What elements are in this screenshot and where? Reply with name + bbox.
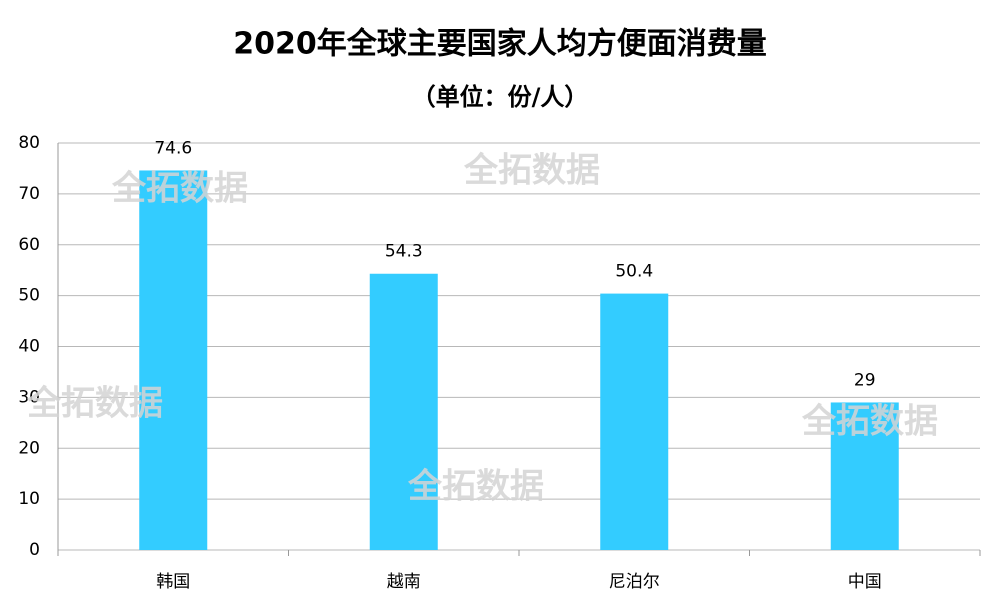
watermark: 全拓数据 bbox=[801, 402, 938, 442]
watermark: 全拓数据 bbox=[407, 467, 544, 507]
watermark: 全拓数据 bbox=[463, 151, 600, 191]
data-label: 54.3 bbox=[385, 242, 423, 262]
chart-title: 2020年全球主要国家人均方便面消费量 bbox=[233, 27, 767, 62]
y-tick-label: 0 bbox=[29, 540, 40, 560]
x-tick-label: 尼泊尔 bbox=[609, 572, 660, 592]
y-tick-label: 40 bbox=[18, 337, 40, 357]
data-label: 50.4 bbox=[615, 262, 653, 282]
y-tick-label: 20 bbox=[18, 438, 40, 458]
x-tick-label: 韩国 bbox=[156, 572, 190, 592]
watermark: 全拓数据 bbox=[26, 384, 163, 424]
x-tick-label: 越南 bbox=[387, 572, 421, 592]
bar bbox=[600, 293, 669, 550]
bar bbox=[830, 402, 899, 550]
y-tick-label: 10 bbox=[18, 489, 40, 509]
y-tick-label: 80 bbox=[18, 133, 40, 153]
chart-subtitle: （单位：份/人） bbox=[412, 83, 589, 111]
data-label: 74.6 bbox=[154, 138, 192, 158]
bar bbox=[139, 170, 208, 550]
watermark: 全拓数据 bbox=[111, 169, 248, 209]
y-tick-label: 30 bbox=[18, 387, 40, 407]
y-tick-label: 50 bbox=[18, 286, 40, 306]
bar bbox=[369, 273, 438, 550]
y-tick-label: 60 bbox=[18, 235, 40, 255]
data-label: 29 bbox=[854, 370, 876, 390]
y-tick-label: 70 bbox=[18, 184, 40, 204]
x-tick-label: 中国 bbox=[848, 572, 882, 592]
